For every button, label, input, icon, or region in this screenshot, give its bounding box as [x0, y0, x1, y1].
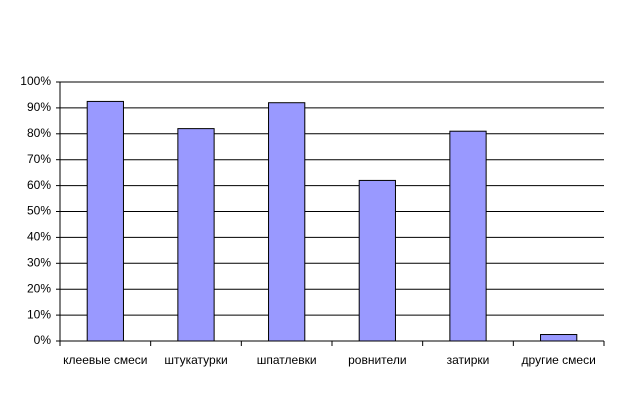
bar: [358, 179, 396, 342]
x-tick-label: штукатурки: [164, 353, 227, 367]
x-tick-label: шпатлевки: [257, 353, 317, 367]
bar: [540, 334, 578, 342]
y-tick-label: 90%: [27, 100, 51, 114]
bar: [268, 102, 306, 342]
y-tick-label: 20%: [27, 281, 51, 295]
x-tick-label: другие смеси: [522, 353, 596, 367]
bar: [449, 130, 487, 342]
y-tick-label: 40%: [27, 230, 51, 244]
y-tick-label: 70%: [27, 152, 51, 166]
x-tick-label: клеевые смеси: [63, 353, 147, 367]
y-tick-label: 100%: [20, 74, 51, 88]
y-tick-label: 80%: [27, 126, 51, 140]
bar: [177, 128, 215, 342]
y-tick-label: 10%: [27, 307, 51, 321]
bar: [86, 100, 124, 342]
x-tick-label: ровнители: [348, 353, 406, 367]
y-tick-label: 60%: [27, 178, 51, 192]
y-tick-label: 30%: [27, 255, 51, 269]
y-tick-label: 0%: [34, 333, 52, 347]
x-tick-label: затирки: [447, 353, 490, 367]
y-tick-label: 50%: [27, 204, 51, 218]
